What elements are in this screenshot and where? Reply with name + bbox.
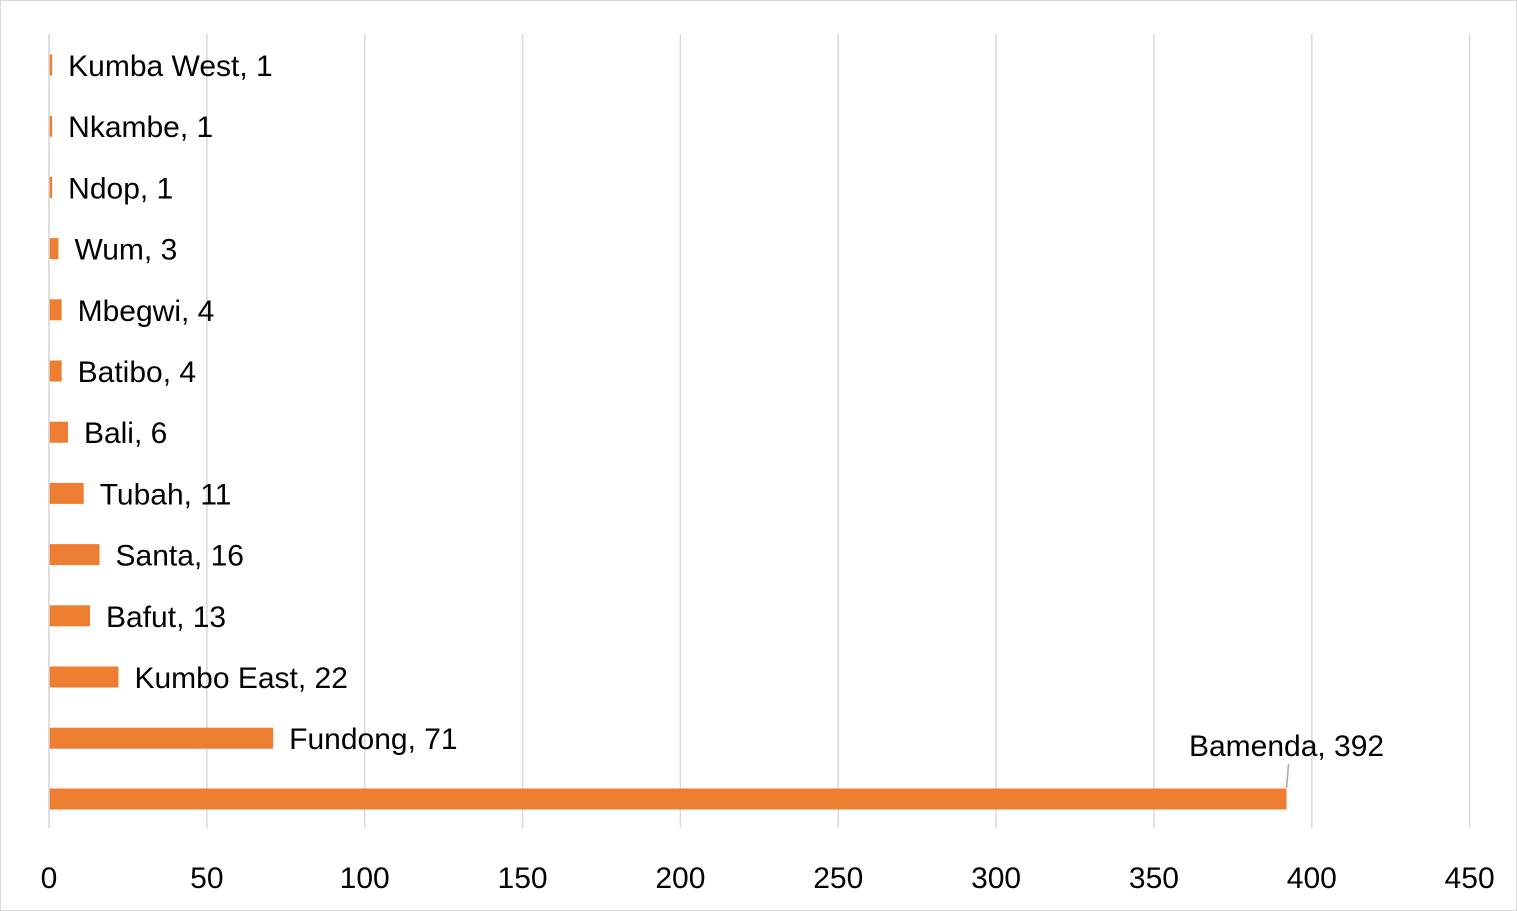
x-tick-label: 50: [190, 862, 223, 895]
bar-fundong: [49, 727, 274, 749]
bar-kumbo-east: [49, 666, 119, 688]
data-label: Bafut, 13: [106, 601, 226, 634]
x-tick-label: 0: [41, 862, 58, 895]
bar-tubah: [49, 482, 84, 504]
bar-mbegwi: [49, 299, 62, 321]
bar-ndop: [49, 176, 53, 198]
data-label: Wum, 3: [74, 234, 177, 267]
x-tick-label: 400: [1287, 862, 1337, 895]
x-tick-label: 450: [1445, 862, 1495, 895]
x-tick-label: 300: [971, 862, 1021, 895]
data-label: Mbegwi, 4: [78, 295, 215, 328]
data-label: Bali, 6: [84, 417, 167, 450]
bar-batibo: [49, 360, 62, 382]
x-tick-label: 200: [655, 862, 705, 895]
data-label: Ndop, 1: [68, 172, 173, 205]
data-label: Tubah, 11: [100, 478, 232, 511]
x-tick-label: 150: [498, 862, 548, 895]
data-label: Nkambe, 1: [68, 111, 213, 144]
bar-bali: [49, 421, 68, 443]
bar-nkambe: [49, 115, 53, 137]
data-label: Bamenda, 392: [1189, 730, 1384, 763]
data-label: Fundong, 71: [289, 723, 457, 756]
bar-wum: [49, 238, 59, 260]
x-tick-label: 100: [340, 862, 390, 895]
bar-bamenda: [49, 788, 1287, 810]
bar-kumba-west: [49, 54, 53, 76]
data-label: Santa, 16: [116, 540, 244, 573]
bar-bafut: [49, 605, 91, 627]
x-tick-label: 350: [1129, 862, 1179, 895]
data-label-leader: [1285, 763, 1290, 789]
data-label: Batibo, 4: [78, 356, 196, 389]
data-label: Kumbo East, 22: [134, 662, 347, 695]
data-label: Kumba West, 1: [68, 50, 273, 83]
x-tick-label: 250: [813, 862, 863, 895]
bar-santa: [49, 544, 100, 566]
